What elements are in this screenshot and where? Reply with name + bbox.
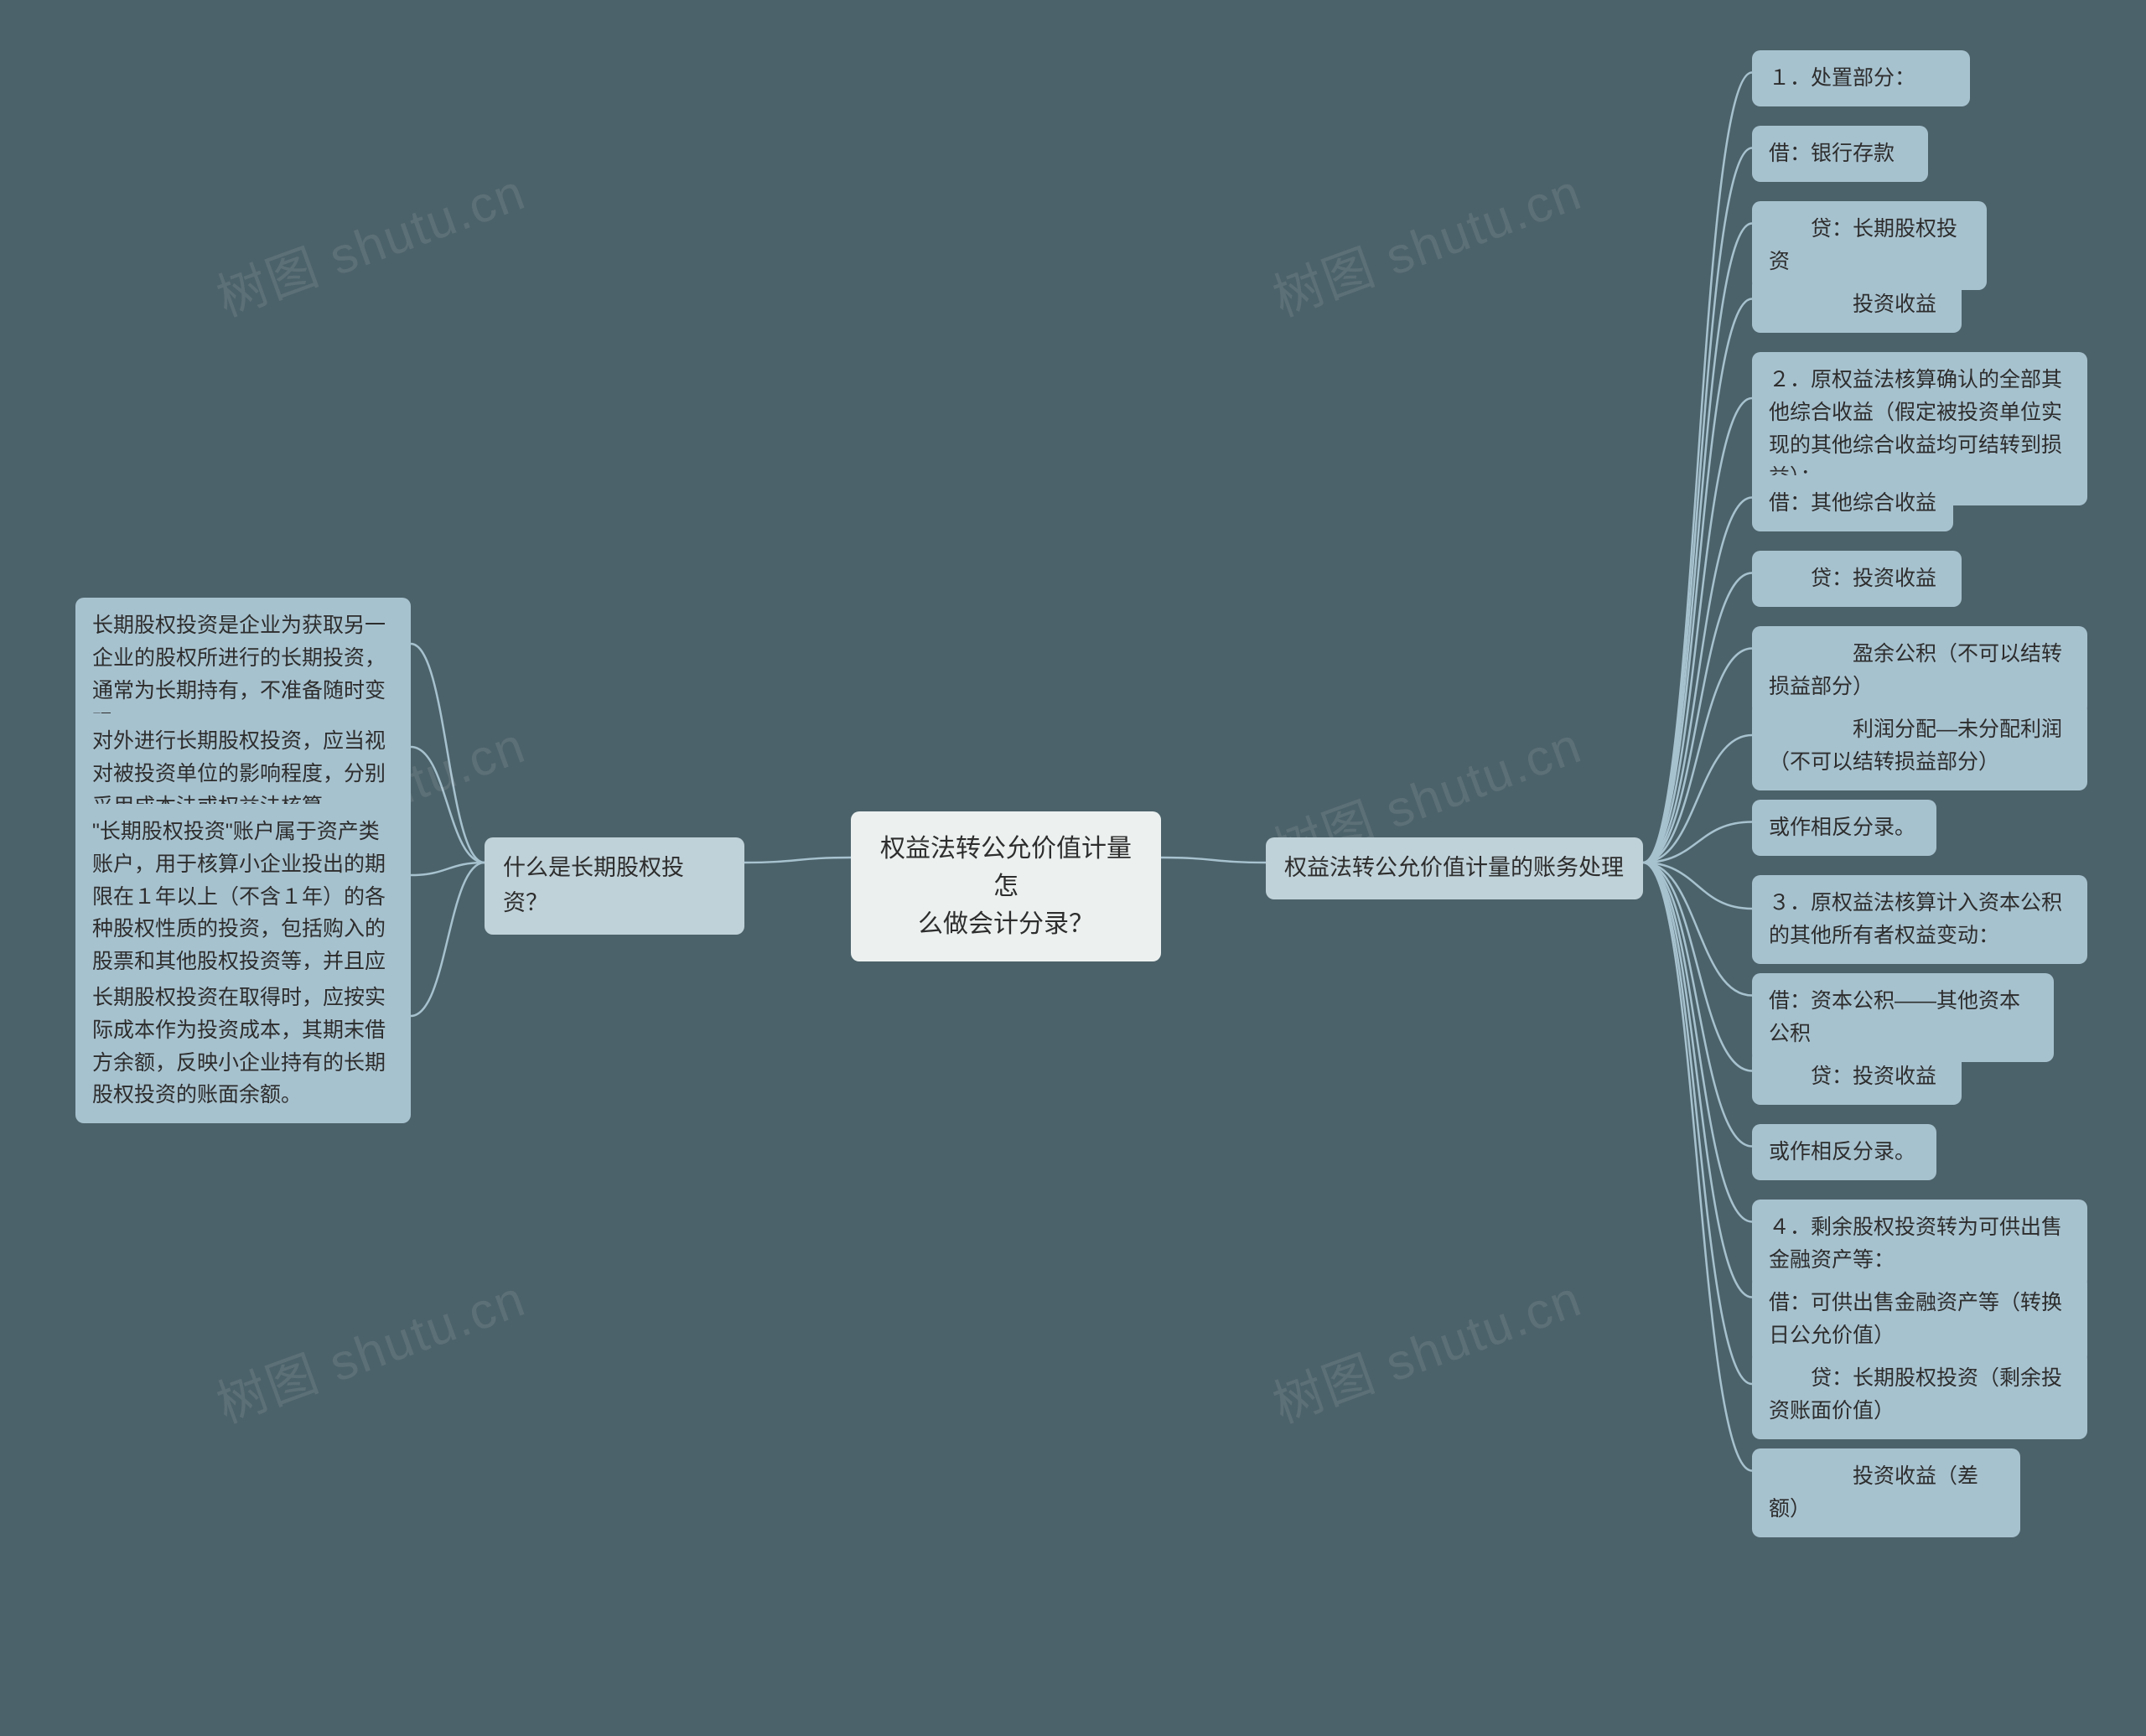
watermark: 树图 shutu.cn: [205, 1258, 534, 1438]
connector: [1643, 299, 1752, 863]
leaf-right-9[interactable]: 或作相反分录。: [1752, 800, 1936, 856]
branch-left[interactable]: 什么是长期股权投资？: [485, 837, 744, 935]
connector: [1643, 822, 1752, 863]
connector: [1643, 863, 1752, 1222]
watermark: 树图 shutu.cn: [1262, 1258, 1590, 1438]
branch-right[interactable]: 权益法转公允价值计量的账务处理: [1266, 837, 1643, 899]
leaf-right-8[interactable]: 利润分配—未分配利润（不可以结转损益部分）: [1752, 702, 2087, 790]
connector: [411, 863, 485, 875]
connector: [1643, 73, 1752, 863]
mindmap-canvas: 树图 shutu.cn 树图 shutu.cn 树图 shutu.cn 树图 shut…: [0, 0, 2146, 1736]
leaf-left-3[interactable]: 长期股权投资在取得时，应按实际成本作为投资成本，其期末借方余额，反映小企业持有的…: [75, 970, 411, 1123]
leaf-right-13[interactable]: 或作相反分录。: [1752, 1124, 1936, 1180]
leaf-right-17[interactable]: 投资收益（差额）: [1752, 1448, 2020, 1537]
watermark: 树图 shutu.cn: [205, 152, 534, 331]
leaf-right-3[interactable]: 投资收益: [1752, 277, 1962, 333]
connector: [1643, 148, 1752, 863]
connector: [1643, 863, 1752, 996]
root-node[interactable]: 权益法转公允价值计量怎 么做会计分录？: [851, 811, 1161, 961]
leaf-right-12[interactable]: 贷：投资收益: [1752, 1049, 1962, 1105]
connector: [1643, 863, 1752, 909]
connector: [1643, 863, 1752, 1147]
connector: [411, 863, 485, 1016]
leaf-right-10[interactable]: ３．原权益法核算计入资本公积的其他所有者权益变动：: [1752, 875, 2087, 964]
connector: [744, 858, 851, 863]
connector: [1161, 858, 1266, 863]
connector: [1643, 573, 1752, 863]
connector: [1643, 649, 1752, 863]
connector: [1643, 224, 1752, 863]
connector: [1643, 863, 1752, 1071]
watermark: 树图 shutu.cn: [1262, 152, 1590, 331]
connector: [1643, 735, 1752, 863]
connector: [411, 747, 485, 863]
connector: [1643, 863, 1752, 1471]
leaf-right-16[interactable]: 贷：长期股权投资（剩余投资账面价值）: [1752, 1350, 2087, 1439]
leaf-right-1[interactable]: 借：银行存款: [1752, 126, 1928, 182]
connector: [1643, 863, 1752, 1384]
leaf-right-5[interactable]: 借：其他综合收益: [1752, 475, 1953, 531]
connector: [1643, 863, 1752, 1298]
connector: [411, 644, 485, 863]
connector: [1643, 498, 1752, 863]
leaf-right-0[interactable]: １．处置部分：: [1752, 50, 1970, 106]
leaf-right-6[interactable]: 贷：投资收益: [1752, 551, 1962, 607]
connector: [1643, 398, 1752, 863]
